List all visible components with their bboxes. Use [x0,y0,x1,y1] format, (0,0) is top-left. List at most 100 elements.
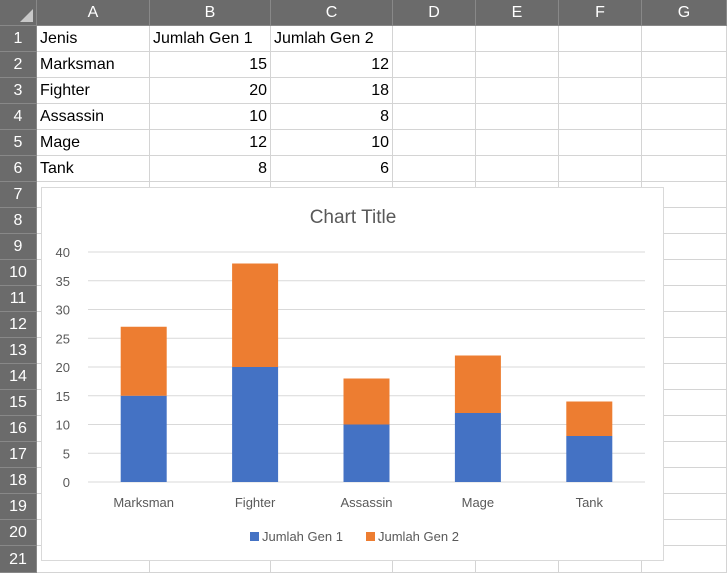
cell-g5[interactable] [642,130,727,156]
cell-f3[interactable] [559,78,642,104]
cell-d6[interactable] [393,156,476,182]
select-all-button[interactable] [0,0,37,26]
cell-d4[interactable] [393,104,476,130]
cell-g3[interactable] [642,78,727,104]
row-header-16[interactable]: 16 [0,416,37,442]
y-tick-label: 15 [56,389,70,404]
cell-a2[interactable]: Marksman [37,52,150,78]
x-tick-label: Tank [576,495,604,510]
cell-g2[interactable] [642,52,727,78]
y-tick-label: 0 [63,475,70,490]
cell-d3[interactable] [393,78,476,104]
cell-c4[interactable]: 8 [271,104,393,130]
bar-mage-2 [454,355,501,413]
cell-e4[interactable] [476,104,559,130]
cell-a1[interactable]: Jenis [37,26,150,52]
row-header-5[interactable]: 5 [0,130,37,156]
cell-d2[interactable] [393,52,476,78]
cell-e3[interactable] [476,78,559,104]
bar-fighter-2 [232,263,279,367]
x-tick-label: Assassin [340,495,392,510]
bar-mage-1 [454,413,501,482]
row-header-8[interactable]: 8 [0,208,37,234]
cell-b5[interactable]: 12 [150,130,271,156]
cell-g4[interactable] [642,104,727,130]
row-header-7[interactable]: 7 [0,182,37,208]
cell-a5[interactable]: Mage [37,130,150,156]
y-tick-label: 35 [56,274,70,289]
cell-f1[interactable] [559,26,642,52]
row-header-19[interactable]: 19 [0,494,37,520]
bar-marksman-1 [120,395,167,482]
x-tick-label: Marksman [113,495,174,510]
cell-c6[interactable]: 6 [271,156,393,182]
y-tick-label: 5 [63,446,70,461]
cell-c2[interactable]: 12 [271,52,393,78]
bars [120,263,613,482]
cell-g6[interactable] [642,156,727,182]
cell-g1[interactable] [642,26,727,52]
cell-b6[interactable]: 8 [150,156,271,182]
row-header-13[interactable]: 13 [0,338,37,364]
chart-area[interactable]: Chart Title 0 5 10 15 20 25 30 35 40 Marksman Fig… [41,187,664,561]
column-header-g[interactable]: G [642,0,727,26]
row-header-11[interactable]: 11 [0,286,37,312]
cell-c3[interactable]: 18 [271,78,393,104]
cell-a4[interactable]: Assassin [37,104,150,130]
cell-f4[interactable] [559,104,642,130]
column-header-d[interactable]: D [393,0,476,26]
cell-c5[interactable]: 10 [271,130,393,156]
x-axis: Marksman Fighter Assassin Mage Tank [113,495,603,510]
row-header-18[interactable]: 18 [0,468,37,494]
column-header-c[interactable]: C [271,0,393,26]
row-header-6[interactable]: 6 [0,156,37,182]
cell-c1[interactable]: Jumlah Gen 2 [271,26,393,52]
cell-e6[interactable] [476,156,559,182]
cell-f6[interactable] [559,156,642,182]
bar-tank-2 [566,401,613,436]
row-header-15[interactable]: 15 [0,390,37,416]
column-header-f[interactable]: F [559,0,642,26]
row-header-3[interactable]: 3 [0,78,37,104]
cell-d1[interactable] [393,26,476,52]
legend-label: Jumlah Gen 1 [262,529,343,544]
bar-assassin-2 [343,378,390,425]
select-all-triangle-icon [20,9,33,22]
cell-a6[interactable]: Tank [37,156,150,182]
row-header-1[interactable]: 1 [0,26,37,52]
column-header-e[interactable]: E [476,0,559,26]
chart-title[interactable]: Chart Title [310,207,397,228]
row-header-21[interactable]: 21 [0,546,37,573]
y-tick-label: 25 [56,331,70,346]
column-header-a[interactable]: A [37,0,150,26]
cell-b3[interactable]: 20 [150,78,271,104]
row-header-2[interactable]: 2 [0,52,37,78]
legend-swatch [366,532,375,541]
legend-swatch [250,532,259,541]
bar-marksman-2 [120,326,167,396]
legend-label: Jumlah Gen 2 [378,529,459,544]
column-header-b[interactable]: B [150,0,271,26]
cell-e1[interactable] [476,26,559,52]
row-header-14[interactable]: 14 [0,364,37,390]
bar-tank-1 [566,436,613,482]
cell-b4[interactable]: 10 [150,104,271,130]
cell-d5[interactable] [393,130,476,156]
y-axis: 0 5 10 15 20 25 30 35 40 [56,245,70,490]
y-tick-label: 20 [56,360,70,375]
row-header-17[interactable]: 17 [0,442,37,468]
cell-f2[interactable] [559,52,642,78]
stacked-bar-chart: Chart Title 0 5 10 15 20 25 30 35 40 Marksman Fig… [56,207,645,544]
cell-b2[interactable]: 15 [150,52,271,78]
cell-e5[interactable] [476,130,559,156]
legend[interactable]: Jumlah Gen 1 Jumlah Gen 2 [250,529,459,544]
row-header-20[interactable]: 20 [0,520,37,546]
row-header-12[interactable]: 12 [0,312,37,338]
cell-a3[interactable]: Fighter [37,78,150,104]
row-header-10[interactable]: 10 [0,260,37,286]
row-header-4[interactable]: 4 [0,104,37,130]
cell-e2[interactable] [476,52,559,78]
cell-b1[interactable]: Jumlah Gen 1 [150,26,271,52]
row-header-9[interactable]: 9 [0,234,37,260]
cell-f5[interactable] [559,130,642,156]
